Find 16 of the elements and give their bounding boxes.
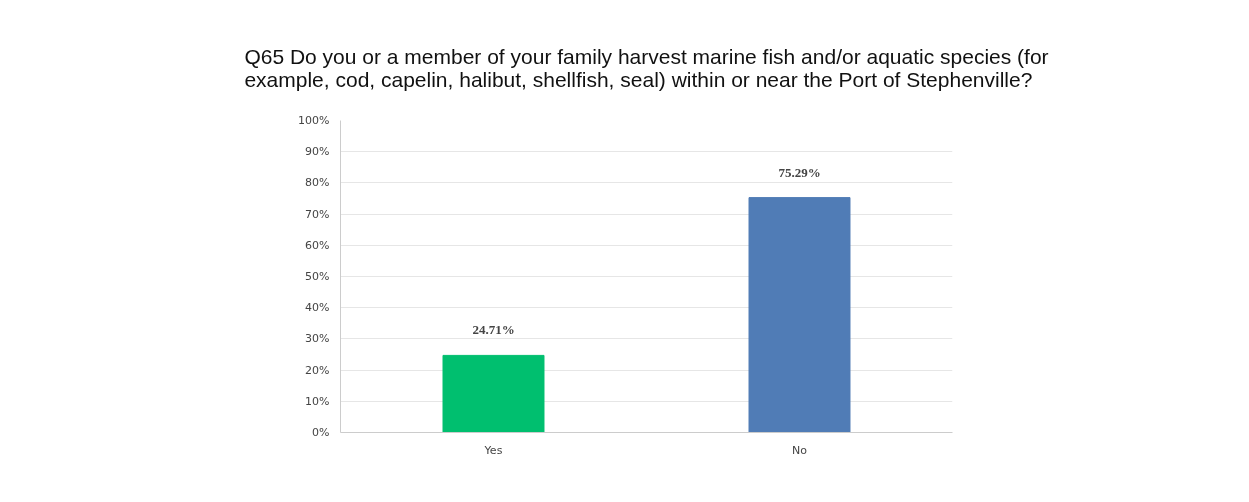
chart-title: Q65 Do you or a member of your family harvest marine fish and/or aquatic species (for example, cod, capelin, halibut, shellfish, seal) within or near the Port of Stephenville? <box>244 44 1049 91</box>
y-tick-label: 60% <box>305 238 330 252</box>
y-tick-label: 90% <box>305 145 330 159</box>
x-tick-label: Yes <box>483 443 503 457</box>
y-tick-label: 80% <box>305 176 330 190</box>
y-tick-label: 70% <box>305 207 330 221</box>
y-tick-label: 30% <box>305 332 330 346</box>
y-tick-label: 20% <box>305 363 330 377</box>
y-tick-label: 50% <box>305 270 330 283</box>
y-tick-label: 40% <box>305 301 330 315</box>
y-tick-label: 0% <box>312 426 330 439</box>
data-label: 24.71% <box>472 322 515 338</box>
y-tick-label: 100% <box>298 114 330 127</box>
x-tick-label: No <box>792 443 808 457</box>
y-tick-label: 10% <box>305 394 330 408</box>
data-label: 75.29% <box>778 164 821 180</box>
